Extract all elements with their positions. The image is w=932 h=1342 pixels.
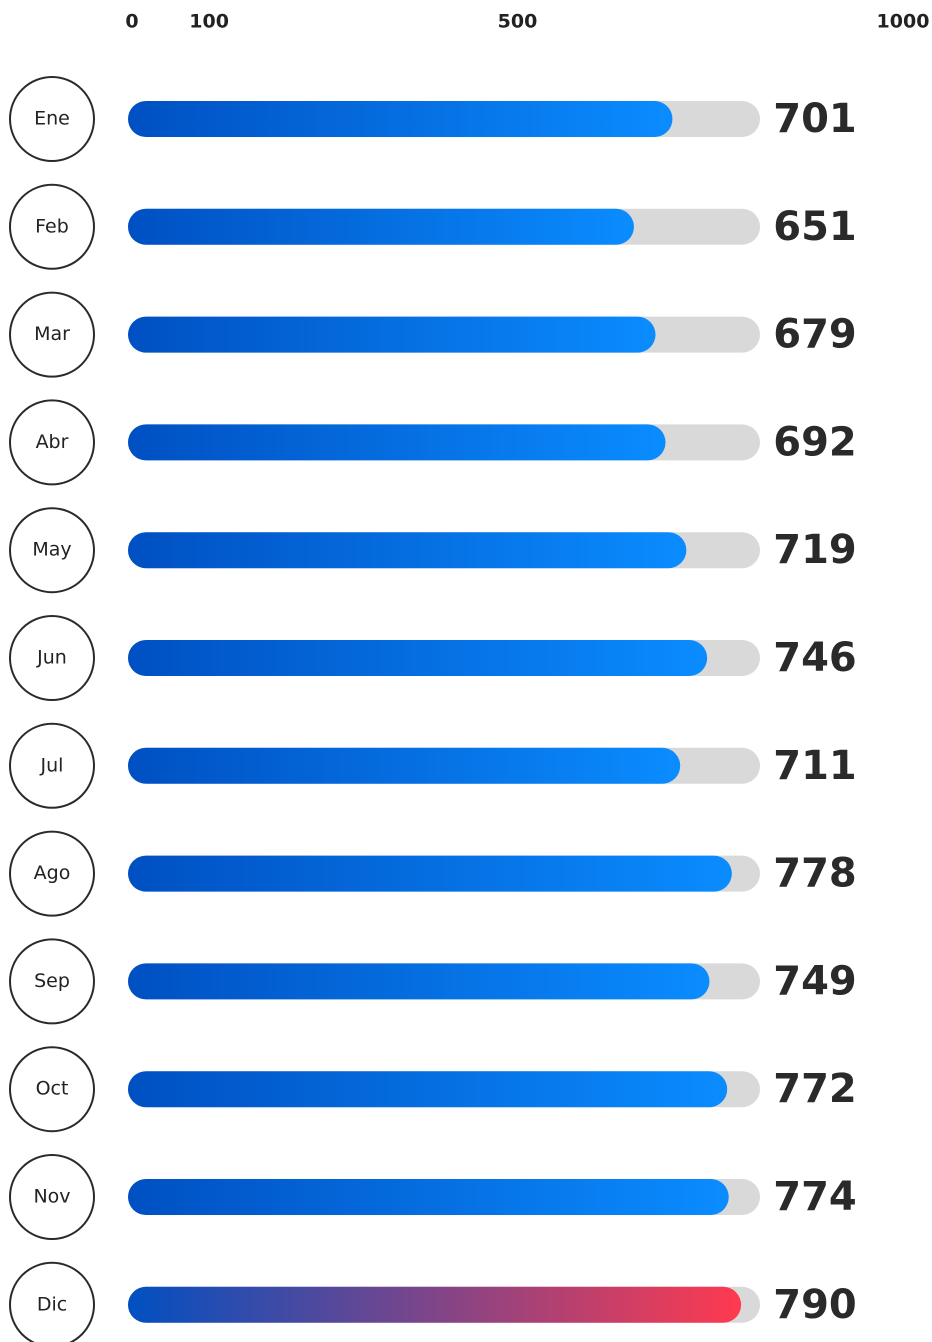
- value-label: 778: [773, 851, 857, 897]
- x-tick-label: 0: [125, 11, 138, 33]
- category-label: Jun: [36, 647, 67, 669]
- bar: [128, 747, 681, 784]
- bar: [128, 101, 673, 137]
- category-label: Nov: [33, 1186, 70, 1208]
- bar: [128, 424, 666, 461]
- category-label: May: [32, 539, 71, 561]
- value-label: 679: [773, 312, 857, 358]
- category-badge: [9, 1261, 95, 1342]
- category-badge: [9, 76, 95, 162]
- bar: [128, 532, 687, 569]
- x-tick-label: 500: [498, 11, 538, 33]
- category-label: Oct: [36, 1078, 69, 1100]
- bar: [128, 1179, 729, 1215]
- x-tick-label: 100: [189, 11, 229, 33]
- category-label: Ene: [34, 108, 70, 130]
- category-label: Jul: [40, 754, 64, 776]
- bar: [128, 1071, 728, 1108]
- category-label: Abr: [36, 431, 69, 453]
- bar: [128, 855, 732, 892]
- category-label: Dic: [37, 1293, 67, 1315]
- bar: [128, 963, 710, 1000]
- bar: [128, 1286, 742, 1323]
- category-badge: [9, 183, 95, 270]
- category-badge: [9, 399, 95, 486]
- bar: [128, 316, 656, 353]
- category-label: Feb: [35, 215, 69, 237]
- category-badge: [9, 722, 95, 809]
- x-tick-label: 1000: [877, 11, 930, 33]
- value-label: 790: [773, 1282, 857, 1328]
- value-label: 719: [773, 527, 857, 573]
- category-badge: [9, 1046, 95, 1133]
- category-label: Ago: [34, 862, 71, 884]
- category-badge: [9, 507, 95, 594]
- category-badge: [9, 938, 95, 1025]
- value-label: 772: [773, 1066, 857, 1112]
- category-badge: [9, 1154, 95, 1240]
- value-label: 774: [773, 1174, 857, 1220]
- bar: [128, 208, 634, 245]
- category-badge: [9, 615, 95, 701]
- value-label: 711: [773, 743, 857, 789]
- value-label: 746: [773, 635, 857, 681]
- category-label: Sep: [34, 970, 70, 992]
- category-badge: [9, 830, 95, 917]
- value-label: 651: [773, 204, 857, 250]
- value-label: 749: [773, 958, 857, 1004]
- bar: [128, 640, 708, 676]
- category-badge: [9, 291, 95, 378]
- value-label: 692: [773, 419, 857, 465]
- category-label: Mar: [34, 323, 70, 345]
- value-label: 701: [773, 96, 857, 142]
